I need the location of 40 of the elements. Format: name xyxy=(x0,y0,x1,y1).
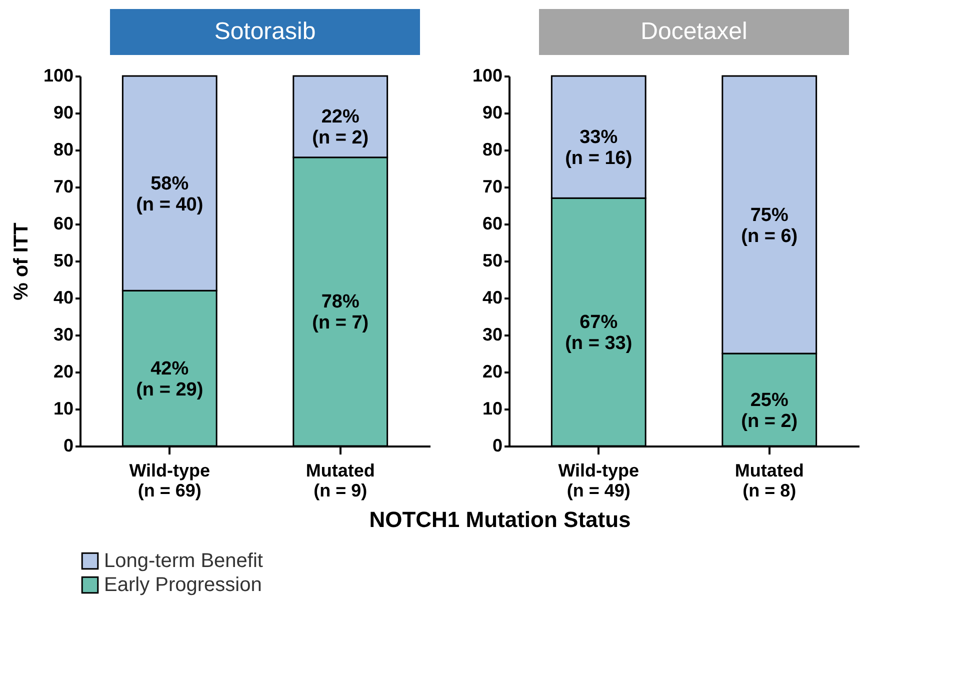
y-tick-label: 60 xyxy=(53,214,74,234)
legend-label: Early Progression xyxy=(104,574,262,596)
y-tick-label: 30 xyxy=(53,324,74,344)
data-label: 22% (n = 2) xyxy=(312,106,369,149)
data-label: 78% (n = 7) xyxy=(312,292,369,334)
chart-title: Sotorasib xyxy=(214,18,316,45)
x-tick-label: Mutated (n = 9) xyxy=(306,460,375,500)
y-tick-label: 90 xyxy=(53,102,74,122)
x-tick-label: Wild-type (n = 49) xyxy=(558,460,640,500)
y-tick-label: 80 xyxy=(482,140,502,160)
y-tick-label: 70 xyxy=(53,176,74,196)
y-tick-label: 50 xyxy=(53,250,74,270)
y-tick-label: 100 xyxy=(43,66,74,86)
x-axis-title: NOTCH1 Mutation Status xyxy=(369,507,631,532)
data-label: 58% (n = 40) xyxy=(136,173,204,216)
y-tick-label: 100 xyxy=(472,66,502,86)
y-tick-label: 20 xyxy=(53,362,74,382)
y-tick-label: 20 xyxy=(482,362,502,382)
y-tick-label: 40 xyxy=(482,288,502,308)
chart-title: Docetaxel xyxy=(640,18,748,45)
data-label: 67% (n = 33) xyxy=(565,312,632,354)
y-tick-label: 0 xyxy=(63,436,74,456)
legend-label: Long-term Benefit xyxy=(104,550,264,572)
data-label: 33% (n = 16) xyxy=(565,127,632,170)
y-tick-label: 80 xyxy=(53,140,74,160)
y-tick-label: 70 xyxy=(482,176,502,196)
y-tick-label: 0 xyxy=(492,436,502,456)
x-tick-label: Wild-type (n = 69) xyxy=(129,460,210,500)
y-tick-label: 90 xyxy=(482,102,502,122)
data-label: 75% (n = 6) xyxy=(741,204,798,247)
y-axis-title: % of ITT xyxy=(10,222,32,300)
y-tick-label: 30 xyxy=(482,324,502,344)
x-tick-label: Mutated (n = 8) xyxy=(734,460,804,500)
y-tick-label: 10 xyxy=(53,398,74,418)
y-tick-label: 40 xyxy=(53,288,74,308)
data-label: 25% (n = 2) xyxy=(741,390,798,432)
y-tick-label: 60 xyxy=(482,214,502,234)
data-label: 42% (n = 29) xyxy=(136,358,204,400)
y-tick-label: 50 xyxy=(482,250,502,270)
y-tick-label: 10 xyxy=(482,398,502,418)
